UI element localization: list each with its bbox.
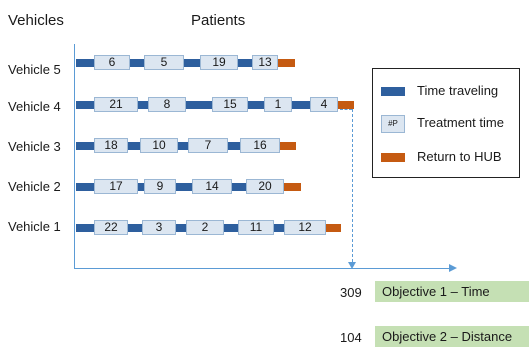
objective-1-value: 309 — [340, 285, 362, 300]
return-segment — [326, 224, 341, 232]
travel-segment — [224, 224, 238, 232]
patient-box: 17 — [94, 179, 138, 194]
vehicle-label-3: Vehicle 3 — [8, 139, 61, 154]
travel-segment — [76, 224, 94, 232]
patient-box: 7 — [188, 138, 228, 153]
patient-box: 16 — [240, 138, 280, 153]
travel-segment — [292, 101, 310, 109]
travel-segment — [176, 183, 192, 191]
vehicle-label-4: Vehicle 4 — [8, 99, 61, 114]
vehicle-label-2: Vehicle 2 — [8, 179, 61, 194]
legend: Time traveling #P Treatment time Return … — [372, 68, 520, 178]
travel-segment — [128, 142, 140, 150]
objective-2-box: Objective 2 – Distance — [375, 326, 529, 347]
patient-box: 6 — [94, 55, 130, 70]
patient-box: 18 — [94, 138, 128, 153]
legend-label-return: Return to HUB — [417, 149, 502, 164]
travel-segment — [232, 183, 246, 191]
travel-swatch — [381, 87, 405, 96]
travel-segment — [184, 59, 200, 67]
patient-box: 4 — [310, 97, 338, 112]
patient-box: 21 — [94, 97, 138, 112]
patient-box: 10 — [140, 138, 178, 153]
patient-box: 13 — [252, 55, 278, 70]
travel-segment — [178, 142, 188, 150]
schedule-row-vehicle-5: 6 5 19 13 — [0, 55, 529, 71]
travel-segment — [128, 224, 142, 232]
return-segment — [278, 59, 295, 67]
y-axis — [74, 44, 75, 268]
travel-segment — [76, 101, 94, 109]
patient-box: 15 — [212, 97, 248, 112]
travel-segment — [76, 183, 94, 191]
patient-box: 2 — [186, 220, 224, 235]
return-swatch — [381, 153, 405, 162]
schedule-row-vehicle-4: 21 8 15 1 4 — [0, 97, 529, 113]
patient-box: 5 — [144, 55, 184, 70]
travel-segment — [176, 224, 186, 232]
return-segment — [284, 183, 301, 191]
patient-box: 3 — [142, 220, 176, 235]
return-segment — [280, 142, 296, 150]
completion-arrowhead — [348, 262, 356, 269]
patient-box: 22 — [94, 220, 128, 235]
objective-2-value: 104 — [340, 330, 362, 345]
legend-label-travel: Time traveling — [417, 83, 499, 98]
legend-label-treatment: Treatment time — [417, 115, 504, 130]
travel-segment — [228, 142, 240, 150]
completion-connector — [340, 109, 352, 110]
return-segment — [338, 101, 354, 109]
patient-box: 19 — [200, 55, 238, 70]
patient-box: 12 — [284, 220, 326, 235]
schedule-row-vehicle-2: 17 9 14 20 — [0, 179, 529, 195]
schedule-row-vehicle-1: 22 3 2 11 12 — [0, 220, 529, 236]
travel-segment — [186, 101, 212, 109]
travel-segment — [130, 59, 144, 67]
x-axis — [74, 268, 452, 269]
travel-segment — [138, 183, 144, 191]
patient-box: 8 — [148, 97, 186, 112]
schedule-row-vehicle-3: 18 10 7 16 — [0, 138, 529, 154]
vehicles-header: Vehicles — [8, 12, 64, 29]
patient-box: 14 — [192, 179, 232, 194]
objective-1-box: Objective 1 – Time — [375, 281, 529, 302]
patients-header: Patients — [191, 12, 246, 29]
x-axis-arrowhead — [449, 264, 457, 272]
vehicle-label-1: Vehicle 1 — [8, 219, 61, 234]
travel-segment — [248, 101, 264, 109]
travel-segment — [274, 224, 284, 232]
patient-box: 11 — [238, 220, 274, 235]
patient-box: 9 — [144, 179, 176, 194]
completion-dashed-line — [352, 109, 353, 262]
treatment-swatch: #P — [381, 115, 405, 133]
vehicle-label-5: Vehicle 5 — [8, 62, 61, 77]
travel-segment — [238, 59, 252, 67]
patient-box: 1 — [264, 97, 292, 112]
travel-segment — [138, 101, 148, 109]
patient-box: 20 — [246, 179, 284, 194]
travel-segment — [76, 59, 94, 67]
travel-segment — [76, 142, 94, 150]
